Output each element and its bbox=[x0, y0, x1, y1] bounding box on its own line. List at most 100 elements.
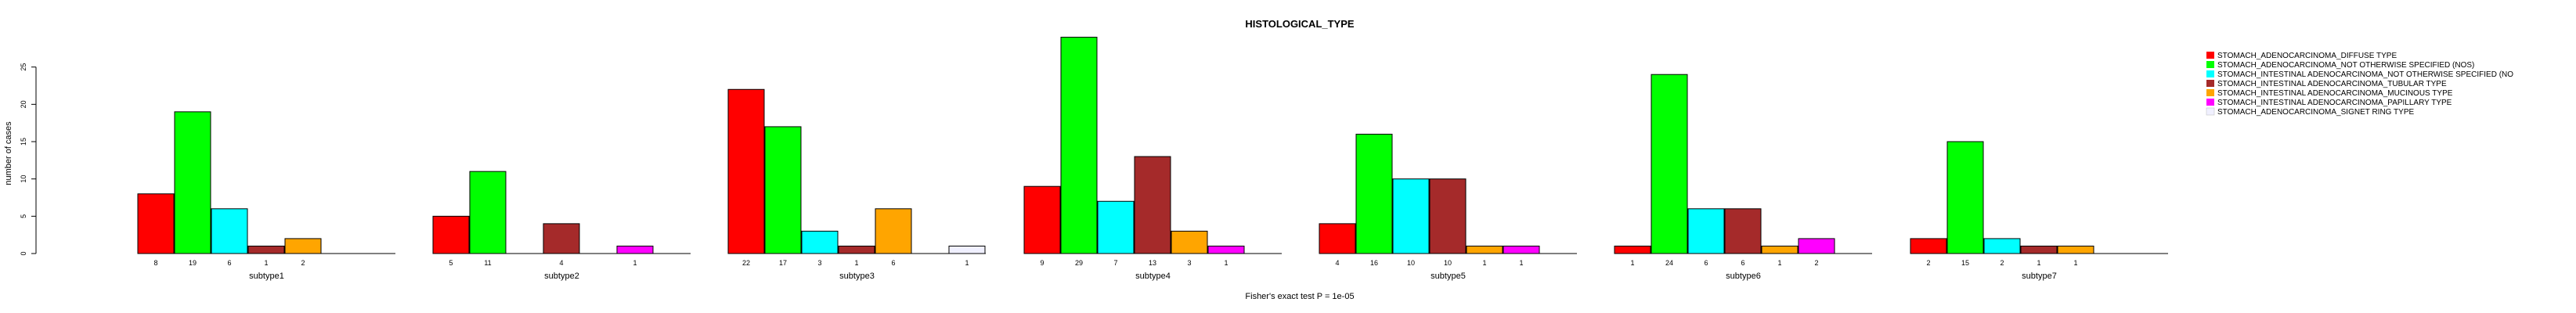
bar bbox=[211, 208, 248, 254]
bar bbox=[1355, 133, 1393, 254]
y-axis-label: number of cases bbox=[4, 121, 13, 185]
count-label: 2 bbox=[1926, 259, 1930, 267]
bar bbox=[616, 245, 654, 254]
subtype-group: 22 17 3 1 6 1 subtype3 bbox=[727, 88, 986, 281]
bar bbox=[1983, 238, 2021, 254]
count-label: 1 bbox=[2073, 259, 2077, 267]
count-label: 10 bbox=[1444, 259, 1452, 267]
bar bbox=[432, 215, 470, 254]
legend-label: STOMACH_INTESTINAL ADENOCARCINOMA_NOT OT… bbox=[2217, 70, 2513, 79]
bar bbox=[1171, 230, 1208, 254]
group-label: subtype1 bbox=[249, 272, 284, 281]
bar bbox=[469, 171, 507, 254]
count-label: 1 bbox=[264, 259, 268, 267]
count-label: 10 bbox=[1407, 259, 1415, 267]
subtype-group: 2 15 2 1 1 subtype7 bbox=[1910, 141, 2168, 281]
group-label: subtype4 bbox=[1135, 272, 1171, 281]
bar bbox=[1466, 245, 1503, 254]
group-label: subtype2 bbox=[544, 272, 579, 281]
legend-swatch bbox=[2206, 89, 2214, 96]
count-label: 1 bbox=[965, 259, 969, 267]
group-label: subtype6 bbox=[1726, 272, 1761, 281]
count-label: 4 bbox=[1335, 259, 1339, 267]
y-tick-label: 5 bbox=[20, 214, 27, 218]
count-label: 1 bbox=[2037, 259, 2040, 267]
bar bbox=[1946, 141, 1984, 254]
bar bbox=[948, 245, 986, 254]
legend-label: STOMACH_INTESTINAL ADENOCARCINOMA_MUCINO… bbox=[2217, 89, 2453, 98]
count-label: 3 bbox=[1187, 259, 1191, 267]
subtype-group: 5 11 4 1 subtype2 bbox=[432, 171, 691, 281]
count-label: 1 bbox=[633, 259, 637, 267]
legend-item: STOMACH_ADENOCARCINOMA_SIGNET RING TYPE bbox=[2206, 107, 2414, 117]
group-label: subtype7 bbox=[2022, 272, 2057, 281]
legend-swatch bbox=[2206, 99, 2214, 106]
count-label: 7 bbox=[1113, 259, 1117, 267]
legend-item: STOMACH_INTESTINAL ADENOCARCINOMA_NOT OT… bbox=[2206, 70, 2513, 79]
count-label: 16 bbox=[1370, 259, 1378, 267]
bar bbox=[1503, 245, 1540, 254]
bar bbox=[1687, 208, 1725, 254]
y-tick-label: 15 bbox=[20, 138, 27, 146]
y-tick-label: 10 bbox=[20, 175, 27, 183]
legend: STOMACH_ADENOCARCINOMA_DIFFUSE TYPESTOMA… bbox=[2206, 52, 2513, 117]
legend-item: STOMACH_ADENOCARCINOMA_NOT OTHERWISE SPE… bbox=[2206, 61, 2474, 70]
bar bbox=[1097, 200, 1135, 254]
y-tick-label: 25 bbox=[20, 63, 27, 71]
bar bbox=[1134, 156, 1171, 254]
count-label: 1 bbox=[1519, 259, 1523, 267]
bar bbox=[1207, 245, 1245, 254]
count-label: 1 bbox=[1777, 259, 1781, 267]
count-label: 22 bbox=[742, 259, 750, 267]
subtype-group: 9 29 7 13 3 1 subtype4 bbox=[1023, 37, 1282, 281]
count-label: 17 bbox=[779, 259, 787, 267]
count-label: 5 bbox=[449, 259, 453, 267]
bar bbox=[543, 223, 580, 254]
bar bbox=[1910, 238, 1947, 254]
bar bbox=[2057, 245, 2094, 254]
bar bbox=[1798, 238, 1835, 254]
count-label: 15 bbox=[1961, 259, 1969, 267]
count-label: 2 bbox=[1814, 259, 1818, 267]
footnote: Fisher's exact test P = 1e-05 bbox=[1245, 292, 1354, 301]
subtype-group: 4 16 10 10 1 1 subtype5 bbox=[1319, 133, 1577, 281]
bar bbox=[137, 193, 175, 254]
bar bbox=[284, 238, 322, 254]
count-label: 1 bbox=[1224, 259, 1228, 267]
count-label: 11 bbox=[484, 259, 491, 267]
legend-item: STOMACH_INTESTINAL ADENOCARCINOMA_MUCINO… bbox=[2206, 89, 2453, 98]
legend-label: STOMACH_ADENOCARCINOMA_DIFFUSE TYPE bbox=[2217, 52, 2397, 60]
legend-label: STOMACH_ADENOCARCINOMA_SIGNET RING TYPE bbox=[2217, 108, 2414, 117]
count-label: 2 bbox=[301, 259, 305, 267]
bar bbox=[247, 245, 285, 254]
count-label: 8 bbox=[153, 259, 157, 267]
subtype-group: 8 19 6 1 2 subtype1 bbox=[137, 111, 395, 281]
legend-swatch bbox=[2206, 70, 2214, 77]
chart-title: HISTOLOGICAL_TYPE bbox=[1245, 18, 1354, 30]
count-label: 4 bbox=[559, 259, 563, 267]
legend-swatch bbox=[2206, 61, 2214, 68]
bar bbox=[1614, 245, 1651, 254]
legend-item: STOMACH_INTESTINAL ADENOCARCINOMA_TUBULA… bbox=[2206, 80, 2447, 88]
bar bbox=[1724, 208, 1762, 254]
bar bbox=[2020, 245, 2058, 254]
count-label: 24 bbox=[1665, 259, 1673, 267]
bar bbox=[1761, 245, 1799, 254]
bar bbox=[1429, 178, 1467, 254]
bar bbox=[838, 245, 875, 254]
legend-label: STOMACH_INTESTINAL ADENOCARCINOMA_TUBULA… bbox=[2217, 80, 2447, 88]
bar bbox=[801, 230, 839, 254]
legend-swatch bbox=[2206, 107, 2215, 116]
legend-item: STOMACH_ADENOCARCINOMA_DIFFUSE TYPE bbox=[2206, 52, 2397, 60]
y-tick-label: 20 bbox=[20, 100, 27, 108]
count-label: 2 bbox=[2000, 259, 2004, 267]
legend-label: STOMACH_ADENOCARCINOMA_NOT OTHERWISE SPE… bbox=[2217, 61, 2474, 70]
bar bbox=[1060, 37, 1098, 254]
count-label: 9 bbox=[1040, 259, 1044, 267]
legend-swatch bbox=[2206, 80, 2214, 87]
count-label: 19 bbox=[189, 259, 197, 267]
legend-swatch bbox=[2206, 52, 2214, 59]
count-label: 3 bbox=[817, 259, 821, 267]
